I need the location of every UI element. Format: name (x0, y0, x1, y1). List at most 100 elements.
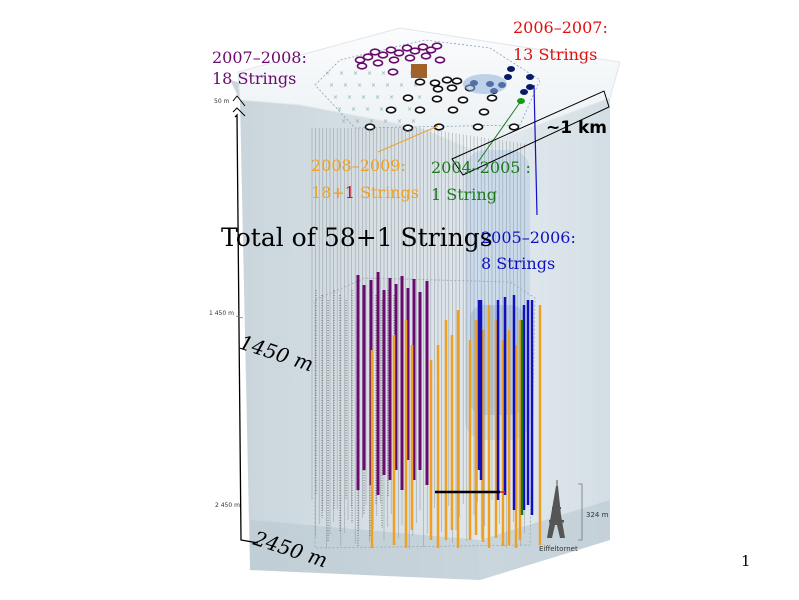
planned-site-mark: × (385, 82, 390, 89)
marker-2007-2008 (409, 47, 421, 55)
marker-2008-2009 (447, 106, 459, 114)
marker-2008-2009 (429, 79, 441, 87)
marker-2008-2009 (364, 123, 376, 131)
planned-site-mark: × (369, 118, 374, 125)
label-2007-2008: 2007–2008: (212, 48, 307, 67)
planned-site-mark: × (367, 70, 372, 77)
planned-site-mark: × (381, 70, 386, 77)
planned-site-mark: × (357, 82, 362, 89)
marker-2007-2008 (356, 62, 368, 70)
page-number: 1 (741, 552, 751, 570)
planned-site-mark: × (417, 94, 422, 101)
tick-label-2450m: 2 450 m (215, 502, 240, 509)
tick-1450 (235, 315, 244, 319)
planned-site-mark: × (347, 94, 352, 101)
planned-site-mark: × (341, 118, 346, 125)
marker-2008-2009 (472, 123, 484, 131)
label-2006-2007: 2006–2007: (513, 18, 608, 37)
label-2005-2006-count: 8 Strings (481, 254, 556, 273)
planned-site-mark: × (375, 94, 380, 101)
leader-line-2004 (477, 100, 522, 163)
depth-axis (234, 113, 259, 544)
marker-2008-2009 (451, 77, 463, 85)
planned-site-mark: × (333, 94, 338, 101)
marker-2008-2009 (414, 106, 426, 114)
total-strings-title: Total of 58+1 Strings (221, 223, 493, 252)
label-2004-2005-count: 1 String (431, 185, 497, 204)
marker-2008-2009 (478, 108, 490, 116)
marker-2007-2008 (388, 56, 400, 64)
label-2007-2008-count: 18 Strings (212, 69, 297, 88)
planned-site-mark: × (355, 118, 360, 125)
marker-2007-2008 (393, 49, 405, 57)
marker-2008-2009 (402, 124, 414, 132)
marker-2007-2008 (425, 46, 437, 54)
depth-axis-cap (232, 95, 246, 107)
marker-2008-2009 (457, 96, 469, 104)
planned-site-mark: × (383, 118, 388, 125)
leader-line-2008 (377, 125, 439, 153)
leader-line-2006 (533, 84, 538, 216)
planned-site-mark: × (329, 82, 334, 89)
marker-2007-2008 (372, 59, 384, 67)
marker-2006-2007 (526, 84, 534, 90)
marker-2006-2007 (526, 74, 534, 80)
marker-2007-2008 (404, 54, 416, 62)
planned-site-mark: × (389, 94, 394, 101)
planned-site-mark: × (339, 70, 344, 77)
marker-2006-2007 (504, 74, 512, 80)
planned-site-mark: × (413, 82, 418, 89)
planned-site-mark: × (371, 82, 376, 89)
instrumented-volume-outline (314, 277, 536, 549)
marker-2008-2009 (414, 78, 426, 86)
marker-2007-2008 (387, 68, 399, 76)
eiffel-tower-icon (547, 480, 565, 538)
colored-strings (356, 272, 542, 548)
eiffel-height-label: 324 m (586, 511, 609, 519)
count-plus-one: 1 (344, 183, 355, 202)
marker-2008-2009 (432, 85, 444, 93)
icecube-lab-building (411, 64, 427, 78)
label-2005-2006: 2005–2006: (481, 228, 576, 247)
planned-site-mark: × (407, 106, 412, 113)
marker-2008-2009 (508, 123, 520, 131)
eiffel-name-label: Eiffeltornet (539, 545, 578, 553)
planned-site-mark: × (325, 70, 330, 77)
planned-site-mark: × (379, 106, 384, 113)
marker-2007-2008 (401, 44, 413, 52)
km-scale-label: ~1 km (546, 118, 608, 138)
icetop-tank-area (463, 74, 507, 94)
planned-site-mark: × (343, 82, 348, 89)
marker-2008-2009 (431, 95, 443, 103)
label-2004-2005: 2004–2005 : (431, 158, 531, 177)
marker-2007-2008 (377, 51, 389, 59)
eiffel-height-bracket (578, 483, 583, 541)
count-strings-word: Strings (354, 183, 419, 202)
label-2008-2009-count: 18+1 Strings (311, 181, 419, 205)
marker-2007-2008 (417, 43, 429, 51)
array-outline (314, 39, 541, 129)
marker-2008-2009 (385, 106, 397, 114)
label-2008-2009: 2008–2009: (311, 156, 406, 175)
marker-2008-2009 (486, 94, 498, 102)
marker-2007-2008 (362, 53, 374, 61)
planned-site-mark: × (337, 106, 342, 113)
planned-site-mark: × (397, 118, 402, 125)
marker-2007-2008 (434, 56, 446, 64)
marker-2006-2007 (507, 66, 515, 72)
label-2006-2007-count: 13 Strings (513, 45, 598, 64)
marker-2007-2008 (385, 46, 397, 54)
depth-axis-cap-2 (232, 107, 246, 117)
marker-2007-2008 (369, 48, 381, 56)
planned-site-mark: × (361, 94, 366, 101)
count-18-plus: 18+ (311, 183, 345, 202)
marker-2008-2009 (402, 94, 414, 102)
tick-label-50m: 50 m (214, 98, 230, 105)
marker-2008-2009 (441, 76, 453, 84)
marker-2007-2008 (431, 42, 443, 50)
marker-2007-2008 (420, 52, 432, 60)
marker-2008-2009 (446, 84, 458, 92)
planned-site-mark: × (351, 106, 356, 113)
